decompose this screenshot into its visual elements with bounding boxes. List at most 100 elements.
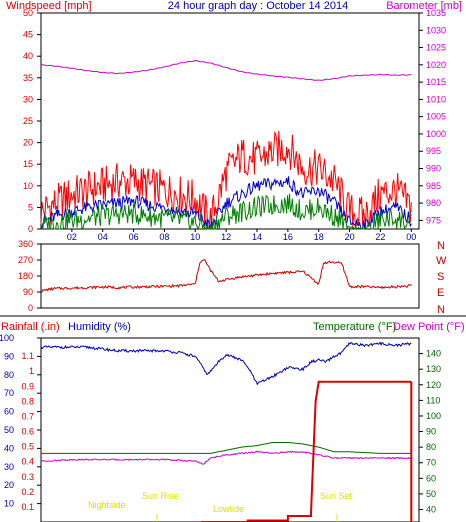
baro-y-tick-label: 980 — [426, 198, 441, 208]
windspeed-axis-title: Windspeed [mph] — [6, 0, 92, 12]
baro-y-tick-label: 1035 — [426, 8, 446, 18]
rain-y-tick-label: 1.1 — [21, 351, 34, 361]
hour-tick-label: 12 — [221, 232, 231, 242]
humidity-y-tick-label: 50 — [4, 425, 14, 435]
dir-y-tick-label: 180 — [18, 271, 33, 281]
wind-y-tick-label: 0 — [28, 224, 33, 234]
baro-y-tick-label: 975 — [426, 215, 441, 225]
hour-tick-label: 06 — [129, 232, 139, 242]
hour-tick-label: 18 — [314, 232, 324, 242]
baro-y-tick-label: 1000 — [426, 129, 446, 139]
wind-direction-frame — [40, 243, 420, 309]
baro-y-tick-label: 1020 — [426, 60, 446, 70]
temp-y-tick-label: 120 — [426, 380, 441, 390]
rain-y-tick-label: 0.2 — [21, 487, 34, 497]
humidity-y-tick-label: 30 — [4, 462, 14, 472]
sun-set-label: Sun Set — [320, 491, 353, 501]
wind-y-tick-label: 50 — [23, 8, 33, 18]
temp-y-tick-label: 80 — [426, 442, 436, 452]
rain-y-tick-label: 0.1 — [21, 502, 34, 512]
wind-y-tick-label: 5 — [28, 202, 33, 212]
temp-y-tick-label: 140 — [426, 349, 441, 359]
dewpoint-axis-title: Dew Point (°F) — [393, 321, 465, 333]
compass-labels: N W S E N — [436, 240, 447, 316]
humidity-axis-title: Humidity (%) — [68, 321, 131, 333]
hour-tick-label: 02 — [67, 232, 77, 242]
hour-tick-label: 20 — [345, 232, 355, 242]
temperature-axis-title: Temperature (°F) — [313, 321, 396, 333]
wind-y-tick-label: 10 — [23, 181, 33, 191]
rain-y-tick-label: 1 — [29, 366, 34, 376]
chart-marks: 0510152025303540455097598098599099510001… — [0, 8, 446, 522]
compass-n-bottom: N — [437, 304, 445, 316]
humidity-y-tick-label: 80 — [4, 370, 14, 380]
wind-y-tick-label: 35 — [23, 73, 33, 83]
hour-tick-label: 14 — [252, 232, 262, 242]
rain-y-tick-label: 0.4 — [21, 457, 34, 467]
compass-s: S — [437, 271, 444, 283]
humidity-y-tick-label: 10 — [4, 499, 14, 509]
temp-y-tick-label: 70 — [426, 458, 436, 468]
rainfall-line — [201, 380, 412, 522]
dir-y-tick-label: 90 — [23, 287, 33, 297]
compass-w: W — [436, 255, 447, 267]
humidity-y-tick-label: 40 — [4, 443, 14, 453]
rain-y-tick-label: 0.8 — [21, 396, 34, 406]
temp-y-tick-label: 50 — [426, 489, 436, 499]
baro-y-tick-label: 995 — [426, 146, 441, 156]
rain-y-tick-label: 0.5 — [21, 442, 34, 452]
temp-y-tick-label: 100 — [426, 411, 441, 421]
rainfall-axis-title: Rainfall (.in) — [1, 321, 60, 333]
graph-title: 24 hour graph day : October 14 2014 — [168, 0, 348, 12]
hour-tick-label: 00 — [406, 232, 416, 242]
temp-y-tick-label: 90 — [426, 427, 436, 437]
rain-y-tick-label: 0.9 — [21, 381, 34, 391]
hour-tick-label: 08 — [159, 232, 169, 242]
temp-y-tick-label: 60 — [426, 473, 436, 483]
baro-y-tick-label: 1015 — [426, 77, 446, 87]
rain-y-tick-label: 0.3 — [21, 472, 34, 482]
wind-calm-line — [40, 193, 412, 231]
barometer-line — [40, 59, 412, 81]
hour-tick-label: 10 — [190, 232, 200, 242]
wind-y-tick-label: 40 — [23, 51, 33, 61]
wind-direction-line — [40, 259, 412, 293]
temperature-line — [41, 442, 412, 454]
baro-y-tick-label: 1005 — [426, 112, 446, 122]
dir-y-tick-label: 0 — [28, 303, 33, 313]
wind-y-tick-label: 20 — [23, 138, 33, 148]
nightside-label: Nightside — [88, 500, 126, 510]
dir-y-tick-label: 360 — [18, 239, 33, 249]
temp-y-tick-label: 40 — [426, 505, 436, 515]
hour-tick-label: 16 — [283, 232, 293, 242]
rain-y-tick-label: 0.6 — [21, 427, 34, 437]
wind-y-tick-label: 30 — [23, 94, 33, 104]
humidity-y-tick-label: 60 — [4, 407, 14, 417]
humidity-y-tick-label: 90 — [4, 351, 14, 361]
humidity-line — [40, 341, 412, 386]
wind-gust-line — [40, 130, 412, 230]
rain-y-tick-label: 0.7 — [21, 411, 34, 421]
wind-barometer-frame — [40, 12, 420, 230]
dir-y-tick-label: 270 — [18, 255, 33, 265]
wind-y-tick-label: 25 — [23, 116, 33, 126]
sun-rise-label: Sun Rise — [142, 491, 179, 501]
humidity-y-tick-label: 100 — [0, 333, 14, 343]
humidity-temperature-frame — [40, 337, 420, 522]
compass-e: E — [437, 287, 444, 299]
barometer-axis-title: Barometer [mb] — [386, 0, 462, 12]
wind-y-tick-label: 15 — [23, 159, 33, 169]
humidity-y-tick-label: 20 — [4, 480, 14, 490]
baro-y-tick-label: 990 — [426, 164, 441, 174]
baro-y-tick-label: 1030 — [426, 25, 446, 35]
hour-tick-label: 22 — [375, 232, 385, 242]
hour-tick-label: 04 — [98, 232, 108, 242]
dewpoint-line — [40, 450, 412, 465]
lowtide-label: Lowtide — [213, 504, 244, 514]
baro-y-tick-label: 1025 — [426, 43, 446, 53]
humidity-y-tick-label: 70 — [4, 388, 14, 398]
temp-y-tick-label: 130 — [426, 364, 441, 374]
wind-y-tick-label: 45 — [23, 30, 33, 40]
baro-y-tick-label: 985 — [426, 181, 441, 191]
